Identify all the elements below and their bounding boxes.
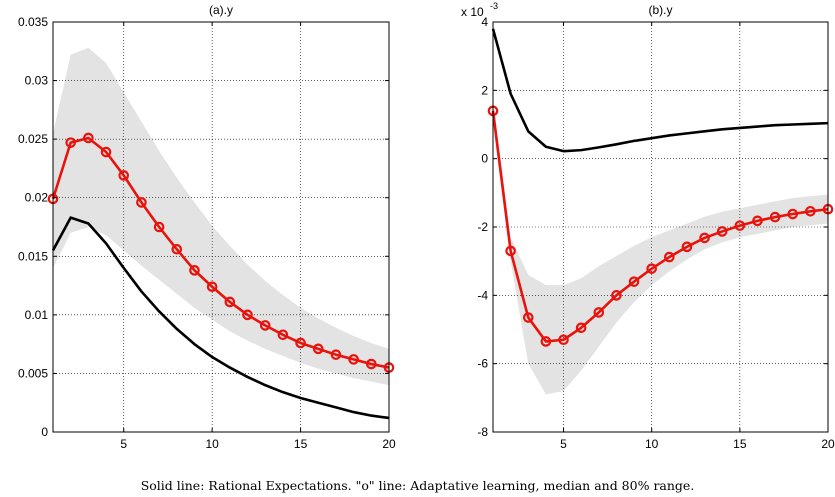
panel-b-learning-marker bbox=[787, 208, 799, 220]
panel-b-x-tick-label: 15 bbox=[733, 437, 747, 451]
panel-a-learning-marker bbox=[277, 329, 289, 341]
panel-b-learning-marker bbox=[540, 336, 552, 347]
panel-b-learning-median-line bbox=[491, 110, 829, 343]
panel-a-title: (a).y bbox=[209, 3, 233, 17]
panel-a-y-tick-label: 0.01 bbox=[25, 308, 49, 322]
panel-b-y-tick-label: -4 bbox=[477, 288, 488, 302]
panel-a-learning-marker bbox=[330, 349, 342, 360]
panel-a-learning-marker bbox=[136, 197, 147, 208]
panel-a-learning-marker bbox=[312, 343, 324, 355]
panel-a-learning-marker bbox=[118, 170, 130, 181]
panel-b-title: (b).y bbox=[649, 3, 673, 17]
panel-a-learning-marker bbox=[348, 354, 359, 365]
panel-a-learning-marker bbox=[259, 320, 271, 331]
panel-b-learning-marker bbox=[646, 263, 657, 274]
panel-b-learning-marker bbox=[558, 334, 569, 346]
panel-b-x-tick-label: 5 bbox=[560, 437, 567, 451]
panel-a-y-tick-label: 0.015 bbox=[18, 249, 48, 263]
panel-b-learning-marker bbox=[522, 312, 534, 323]
panel-a-y-tick-label: 0.03 bbox=[25, 74, 49, 88]
panel-b-y-tick-label: 4 bbox=[481, 15, 488, 29]
panel-a-y-tick-label: 0.005 bbox=[18, 366, 48, 380]
panel-b-y-tick-label: -6 bbox=[477, 357, 488, 371]
panel-a-learning-marker bbox=[366, 358, 377, 370]
panel-a-rational-expectations-line bbox=[51, 216, 390, 420]
panel-a-learning-marker bbox=[100, 146, 112, 158]
panel-b-y-tick-label: 2 bbox=[481, 83, 488, 97]
figure-caption: Solid line: Rational Expectations. "o" l… bbox=[140, 478, 695, 493]
panel-a-y-tick-label: 0 bbox=[41, 425, 48, 439]
panel-a-x-tick-label: 20 bbox=[382, 437, 396, 451]
panel-a-x-tick-label: 5 bbox=[120, 437, 127, 451]
panel-b-learning-marker bbox=[805, 205, 816, 217]
panel-a-learning-marker bbox=[295, 337, 306, 349]
panel-a-learning-marker bbox=[83, 132, 94, 144]
panel-b-learning-marker bbox=[734, 220, 746, 231]
panel-b-learning-marker bbox=[716, 226, 728, 237]
panel-b-rational-expectations-line bbox=[491, 28, 829, 153]
panel-b-x-tick-label: 10 bbox=[645, 437, 659, 451]
panel-b-learning-marker bbox=[575, 322, 587, 334]
panel-b-y-tick-label: -8 bbox=[477, 425, 488, 439]
panel-a-axes-frame bbox=[52, 21, 390, 433]
panel-b-x-tick-label: 20 bbox=[821, 437, 835, 451]
panel-a-y-tick-label: 0.035 bbox=[18, 15, 48, 29]
panel-b-axis-exponent-power: -3 bbox=[490, 1, 498, 11]
panel-a-x-tick-label: 15 bbox=[294, 437, 308, 451]
panel-a-learning-marker bbox=[206, 281, 218, 293]
panel-b-axis-exponent-label: x 10 bbox=[461, 5, 484, 19]
panel-b-chart: 5 10 15 20 -8 -6 -4 -2 0 2 4 (b).y x 10 -3 bbox=[461, 1, 835, 451]
panel-a-x-tick-label: 10 bbox=[205, 437, 219, 451]
panel-b-learning-marker bbox=[752, 215, 763, 227]
panel-a-y-tick-label: 0.025 bbox=[18, 132, 48, 146]
panel-a-learning-marker bbox=[224, 296, 236, 308]
panel-a-y-tick-label: 0.02 bbox=[25, 191, 49, 205]
panel-b-learning-marker bbox=[769, 211, 781, 223]
panel-a-learning-marker bbox=[153, 221, 165, 233]
panel-a-learning-marker bbox=[242, 309, 253, 321]
panel-a-learning-marker bbox=[171, 243, 183, 255]
panel-a-confidence-band bbox=[53, 47, 389, 386]
panel-b-y-tick-label: -2 bbox=[477, 220, 488, 234]
panel-b-learning-marker bbox=[505, 245, 516, 257]
panel-b-y-tick-label: 0 bbox=[481, 152, 488, 166]
panel-b-learning-marker bbox=[699, 232, 710, 244]
panel-a-chart: 5 10 15 20 0 0.005 0.01 0.015 0.02 0.025 0.03 0.035… bbox=[18, 3, 396, 451]
panel-b-learning-marker bbox=[593, 307, 605, 318]
panel-b-learning-marker bbox=[681, 241, 693, 253]
panel-a-learning-marker bbox=[65, 137, 76, 148]
panel-b-learning-marker bbox=[628, 276, 640, 287]
panel-b-confidence-band bbox=[493, 100, 828, 395]
panel-a-learning-marker bbox=[189, 265, 200, 276]
panel-b-learning-marker bbox=[664, 251, 675, 263]
panel-b-learning-marker bbox=[611, 290, 622, 301]
